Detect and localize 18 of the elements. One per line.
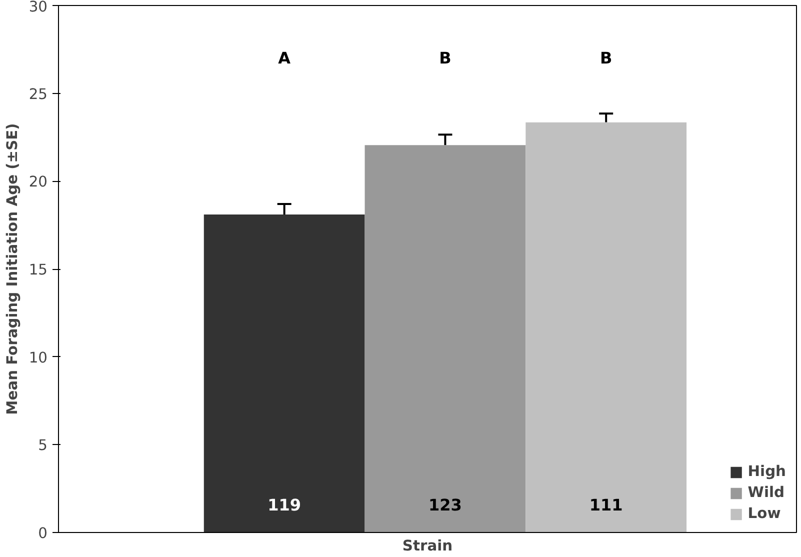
annotation: B	[439, 48, 452, 68]
y-tick-label: 10	[28, 349, 48, 366]
y-tick-label: 0	[38, 525, 48, 542]
annotation: 111	[589, 496, 623, 515]
legend-label: High	[748, 463, 786, 480]
x-axis-title: Strain	[402, 538, 453, 554]
annotation: B	[600, 48, 612, 68]
annotation: A	[278, 48, 292, 68]
y-tick-label: 25	[28, 86, 48, 103]
y-tick-label: 15	[28, 262, 48, 278]
annotation: 119	[268, 496, 302, 515]
annotation: 123	[428, 496, 462, 515]
y-tick-label: 20	[28, 174, 48, 191]
legend-label: Low	[748, 505, 781, 522]
y-tick-label: 30	[28, 0, 48, 16]
legend-label: Wild	[748, 484, 784, 501]
y-axis-title: Mean Foraging Initiation Age (±SE)	[4, 123, 21, 415]
y-tick-label: 5	[38, 437, 48, 454]
